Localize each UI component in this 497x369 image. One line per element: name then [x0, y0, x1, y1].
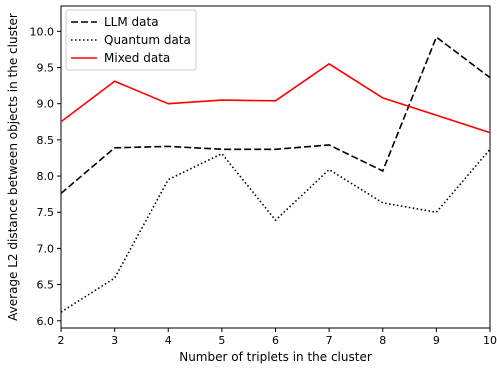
legend-label-mixed-data: Mixed data	[104, 51, 170, 65]
y-tick-label: 7.5	[37, 206, 55, 219]
series-lines	[61, 37, 490, 312]
legend: LLM data Quantum data Mixed data	[66, 10, 196, 70]
x-tick-label: 8	[379, 334, 386, 347]
x-axis: 2 3 4 5 6 7 8 9 10	[58, 328, 497, 347]
x-tick-label: 10	[483, 334, 497, 347]
y-tick-label: 6.5	[37, 279, 55, 292]
x-tick-label: 4	[165, 334, 172, 347]
x-tick-label: 9	[433, 334, 440, 347]
y-tick-label: 9.0	[37, 98, 55, 111]
legend-label-quantum-data: Quantum data	[104, 33, 191, 47]
y-tick-label: 9.5	[37, 62, 55, 75]
y-tick-label: 6.0	[37, 315, 55, 328]
y-axis-title: Average L2 distance between objects in t…	[6, 13, 20, 321]
x-tick-label: 7	[326, 334, 333, 347]
y-tick-label: 8.0	[37, 170, 55, 183]
x-tick-label: 5	[218, 334, 225, 347]
x-tick-label: 6	[272, 334, 279, 347]
y-axis: 6.0 6.5 7.0 7.5 8.0 8.5 9.0 9.5 10.0	[30, 25, 62, 327]
series-line-quantum-data	[61, 149, 490, 312]
x-tick-label: 2	[58, 334, 65, 347]
y-tick-label: 10.0	[30, 25, 55, 38]
legend-label-llm-data: LLM data	[104, 15, 159, 29]
y-tick-label: 7.0	[37, 242, 55, 255]
y-tick-label: 8.5	[37, 134, 55, 147]
series-line-mixed-data	[61, 64, 490, 133]
x-axis-title: Number of triplets in the cluster	[179, 350, 372, 364]
x-tick-label: 3	[111, 334, 118, 347]
